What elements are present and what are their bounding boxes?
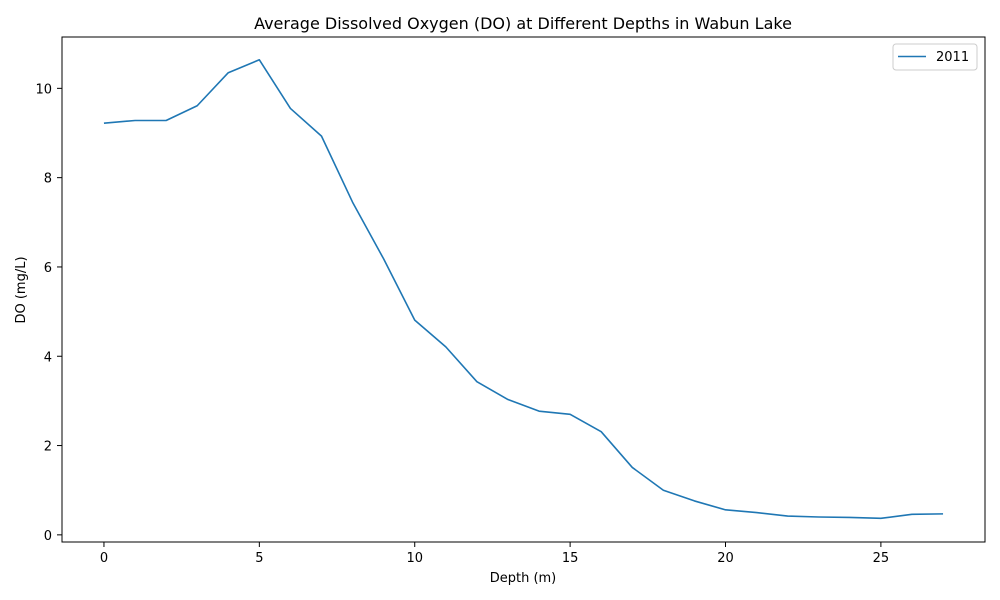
x-axis: 0 5 10 15 20 25	[100, 542, 889, 566]
x-tick-label: 25	[873, 551, 890, 566]
series-layer	[103, 58, 944, 520]
series-line-2011	[103, 58, 944, 520]
y-axis-label: DO (mg/L)	[14, 256, 29, 323]
x-tick-label: 20	[717, 551, 734, 566]
legend: 2011	[892, 43, 978, 71]
x-tick-label: 0	[100, 551, 108, 566]
x-tick-label: 5	[255, 551, 263, 566]
legend-box	[892, 43, 978, 71]
x-tick-label: 15	[562, 551, 579, 566]
x-axis-label: Depth (m)	[490, 571, 557, 586]
plot-area	[61, 36, 986, 543]
chart-title: Average Dissolved Oxygen (DO) at Differe…	[254, 14, 792, 33]
legend-label-2011: 2011	[936, 50, 969, 65]
y-tick-label: 8	[44, 172, 52, 187]
y-tick-label: 4	[44, 350, 52, 365]
y-tick-label: 6	[44, 261, 52, 276]
x-tick-label: 10	[406, 551, 423, 566]
y-tick-label: 10	[35, 82, 52, 97]
y-axis: 0 2 4 6 8 10	[35, 82, 62, 544]
y-tick-label: 0	[44, 529, 52, 544]
y-tick-label: 2	[44, 440, 52, 455]
